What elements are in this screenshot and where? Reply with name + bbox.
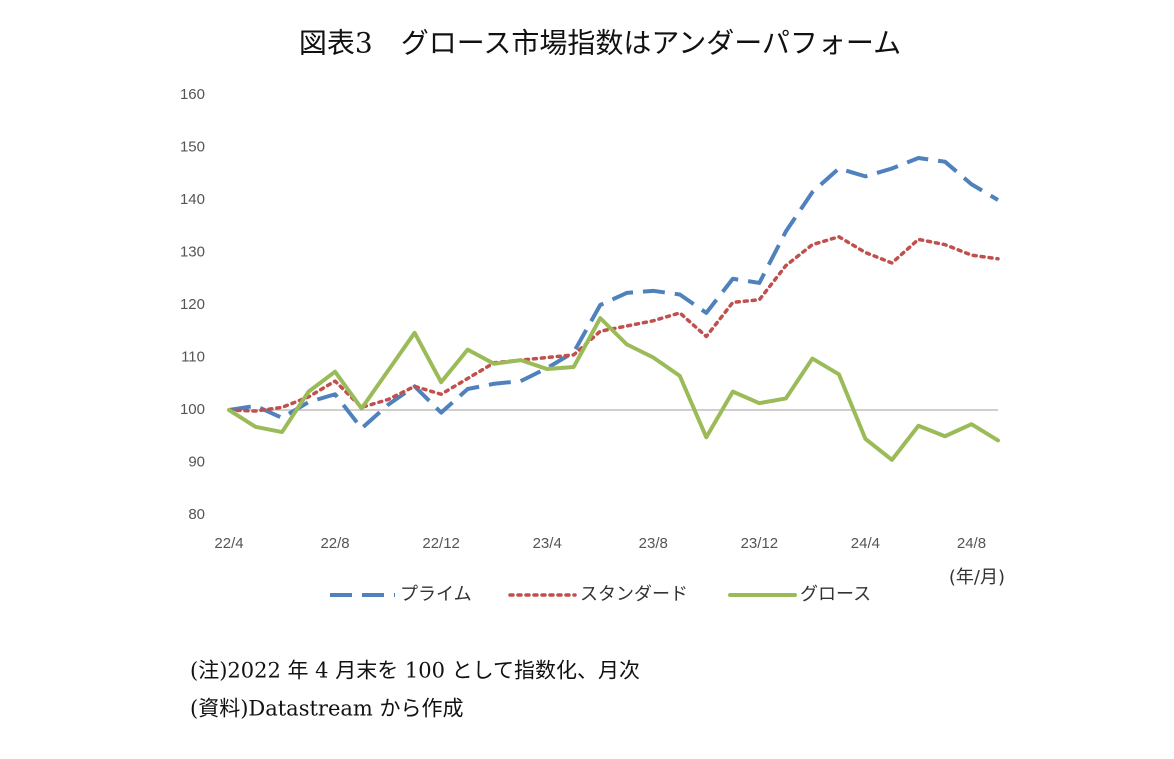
y-tick-label: 160 [180,86,205,103]
y-tick-label: 150 [180,138,205,155]
y-tick-label: 80 [188,506,205,523]
y-tick-label: 110 [181,348,205,365]
x-tick-label: 23/8 [639,535,668,552]
legend-label: プライム [400,584,472,605]
x-tick-label: 23/4 [533,535,562,552]
x-tick-label: 24/8 [957,535,986,552]
x-tick-label: 22/4 [214,535,243,552]
y-tick-label: 100 [180,401,205,418]
note: (注)2022 年 4 月末を 100 として指数化、月次 [190,659,640,683]
x-tick-label: 23/12 [741,535,779,552]
y-tick-label: 140 [180,191,205,208]
y-tick-label: 90 [188,453,205,470]
chart-title: 図表3 グロース市場指数はアンダーパフォーム [299,27,901,60]
y-tick-label: 120 [180,296,205,313]
note: (資料)Datastream から作成 [190,697,464,721]
x-tick-label: 22/12 [422,535,460,552]
x-tick-label: 24/4 [851,535,880,552]
series-line [227,316,1000,462]
x-unit: (年/月) [949,567,1005,588]
legend-label: スタンダード [580,584,688,605]
legend-label: グロース [800,584,871,605]
series-line [228,156,1000,431]
y-tick-label: 130 [180,243,205,260]
x-tick-label: 22/8 [320,535,349,552]
